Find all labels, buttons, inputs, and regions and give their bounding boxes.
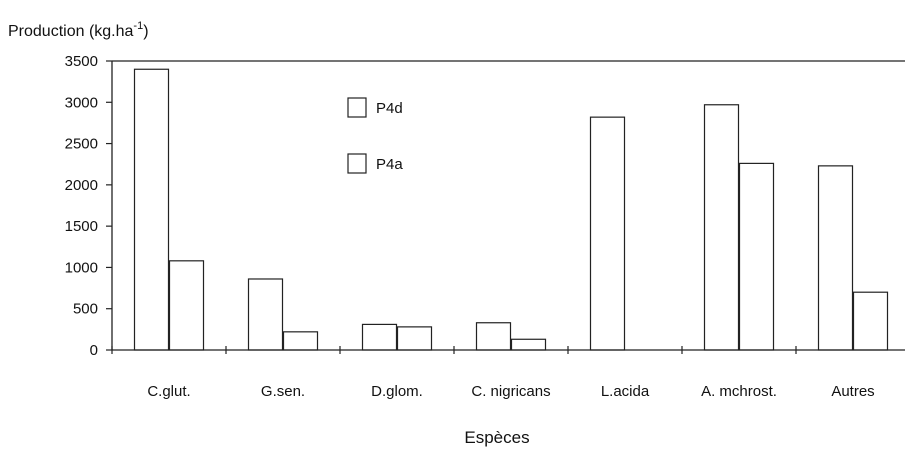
- x-tick-label: D.glom.: [371, 383, 423, 400]
- y-axis-label-main: Production (kg.ha: [8, 23, 134, 40]
- y-tick-label: 3000: [65, 94, 98, 111]
- x-tick-label: C. nigricans: [471, 383, 550, 400]
- legend-swatch-p4a: [347, 153, 367, 174]
- x-tick-label: Autres: [831, 383, 874, 400]
- y-axis-label-close: ): [143, 23, 148, 40]
- legend: P4d P4a: [347, 97, 403, 174]
- bar-p4a-1: [282, 331, 319, 351]
- bar-p4d-4: [589, 116, 626, 351]
- y-axis-label: Production (kg.ha-1): [8, 20, 149, 40]
- bar-p4a-2: [396, 326, 433, 351]
- y-tick-label: 3500: [65, 53, 98, 70]
- bars: [133, 68, 889, 351]
- y-tick-label: 2000: [65, 177, 98, 194]
- y-tick-label: 1000: [65, 259, 98, 276]
- x-axis-ticks: C.glut. G.sen. D.glom. C. nigricans L.acida A…: [111, 346, 875, 400]
- axes: [111, 60, 905, 351]
- x-tick-label: L.acida: [601, 383, 650, 400]
- bar-p4a-0: [168, 260, 205, 351]
- bar-p4d-5: [703, 104, 740, 351]
- y-axis-ticks: 0 500 1000 1500 2000 2500 3000 3500: [65, 53, 112, 359]
- x-tick-label: G.sen.: [261, 383, 305, 400]
- bar-p4d-2: [361, 323, 398, 351]
- y-tick-label: 1500: [65, 218, 98, 235]
- y-tick-label: 0: [90, 342, 98, 359]
- bar-p4a-6: [852, 291, 889, 351]
- x-tick-label: C.glut.: [147, 383, 190, 400]
- bar-p4d-6: [817, 165, 854, 351]
- bar-p4a-3: [510, 338, 547, 351]
- y-tick-label: 500: [73, 301, 98, 318]
- bar-p4a-5: [738, 162, 775, 351]
- legend-swatch-p4d: [347, 97, 367, 118]
- bar-p4d-1: [247, 278, 284, 351]
- y-tick-label: 2500: [65, 136, 98, 153]
- bar-p4d-3: [475, 322, 512, 351]
- x-tick-label: A. mchrost.: [701, 383, 777, 400]
- legend-label-p4d: P4d: [376, 100, 403, 117]
- y-axis-label-exponent: -1: [133, 20, 143, 32]
- x-axis-label: Espèces: [464, 428, 529, 447]
- bar-p4d-0: [133, 68, 170, 351]
- legend-label-p4a: P4a: [376, 156, 403, 173]
